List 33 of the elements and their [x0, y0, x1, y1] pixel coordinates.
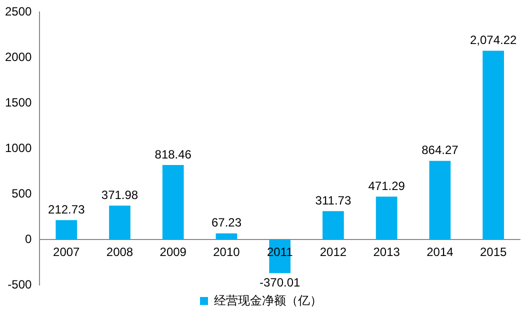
- bar: [429, 160, 451, 240]
- bar: [162, 165, 184, 240]
- x-tick-label: 2009: [160, 245, 187, 260]
- data-label: 2,074.22: [470, 33, 517, 48]
- y-tick-label: -500: [8, 277, 32, 292]
- data-label: 311.73: [315, 193, 352, 208]
- y-tick-label: 2000: [4, 50, 32, 64]
- bar: [216, 233, 238, 240]
- bar: [482, 50, 504, 240]
- x-tick-label: 2012: [320, 245, 347, 260]
- y-tick-label: 500: [12, 186, 32, 200]
- data-label: 212.73: [48, 202, 86, 216]
- data-label: -370.01: [259, 275, 301, 290]
- data-label: 371.98: [101, 188, 138, 202]
- x-tick-label: 2010: [213, 245, 240, 260]
- y-tick-label: 2500: [4, 4, 32, 18]
- bar: [56, 220, 78, 240]
- y-tick-label: 0: [25, 232, 32, 246]
- legend-label: 经营现金净额（亿）: [214, 293, 322, 308]
- x-tick-label: 2008: [106, 245, 134, 260]
- x-tick-label: 2007: [53, 245, 80, 260]
- y-tick-label: 1000: [4, 140, 32, 155]
- data-label: 864.27: [422, 143, 459, 158]
- x-tick-label: 2015: [480, 245, 507, 260]
- x-tick-label: 2014: [426, 245, 454, 260]
- bar: [322, 211, 344, 240]
- x-tick-label: 2013: [373, 245, 400, 260]
- data-label: 818.46: [154, 147, 192, 162]
- bar: [376, 196, 398, 240]
- data-label: 67.23: [211, 216, 242, 230]
- y-tick-label: 1500: [4, 95, 32, 110]
- data-label: 471.29: [368, 178, 406, 193]
- bar: [109, 206, 130, 240]
